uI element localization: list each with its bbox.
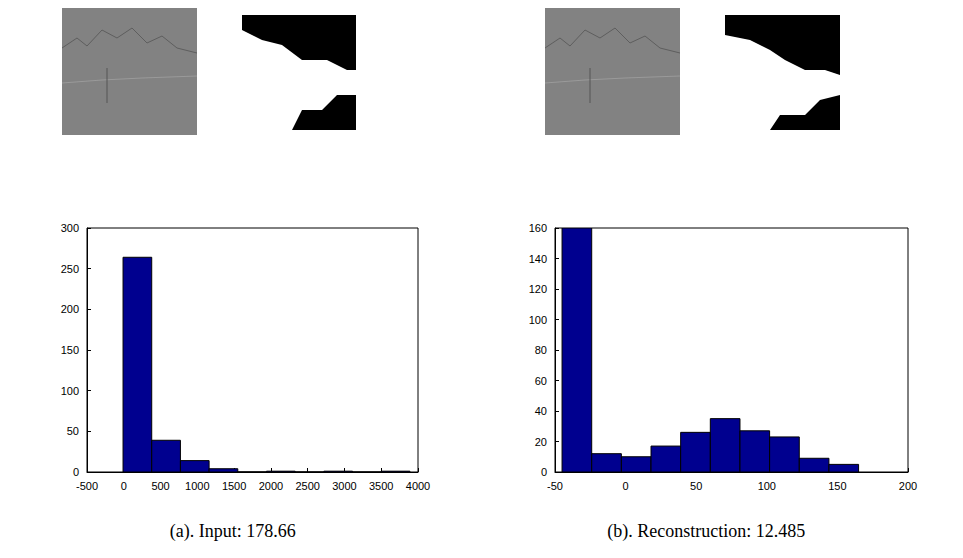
svg-text:160: 160 bbox=[529, 222, 547, 234]
svg-text:0: 0 bbox=[623, 480, 629, 492]
svg-text:0: 0 bbox=[541, 466, 547, 478]
svg-text:-500: -500 bbox=[76, 480, 98, 492]
svg-text:200: 200 bbox=[899, 480, 917, 492]
svg-text:100: 100 bbox=[529, 314, 547, 326]
svg-text:140: 140 bbox=[529, 253, 547, 265]
svg-text:(b). Reconstruction: 12.485: (b). Reconstruction: 12.485 bbox=[607, 521, 805, 542]
svg-text:0: 0 bbox=[121, 480, 127, 492]
svg-text:100: 100 bbox=[758, 480, 776, 492]
svg-text:2000: 2000 bbox=[259, 480, 283, 492]
svg-text:80: 80 bbox=[535, 344, 547, 356]
svg-text:50: 50 bbox=[67, 425, 79, 437]
svg-text:-50: -50 bbox=[547, 480, 563, 492]
svg-text:200: 200 bbox=[61, 303, 79, 315]
svg-text:40: 40 bbox=[535, 405, 547, 417]
svg-text:3500: 3500 bbox=[369, 480, 393, 492]
svg-text:250: 250 bbox=[61, 263, 79, 275]
svg-text:4000: 4000 bbox=[406, 480, 430, 492]
svg-text:1500: 1500 bbox=[222, 480, 246, 492]
svg-text:300: 300 bbox=[61, 222, 79, 234]
svg-text:2500: 2500 bbox=[295, 480, 319, 492]
svg-text:60: 60 bbox=[535, 375, 547, 387]
svg-text:500: 500 bbox=[151, 480, 169, 492]
svg-text:20: 20 bbox=[535, 436, 547, 448]
svg-text:150: 150 bbox=[828, 480, 846, 492]
svg-text:1000: 1000 bbox=[185, 480, 209, 492]
svg-text:100: 100 bbox=[61, 385, 79, 397]
svg-text:(a). Input: 178.66: (a). Input: 178.66 bbox=[170, 521, 296, 542]
svg-text:120: 120 bbox=[529, 283, 547, 295]
svg-text:150: 150 bbox=[61, 344, 79, 356]
svg-text:50: 50 bbox=[690, 480, 702, 492]
svg-text:3000: 3000 bbox=[332, 480, 356, 492]
svg-text:0: 0 bbox=[73, 466, 79, 478]
